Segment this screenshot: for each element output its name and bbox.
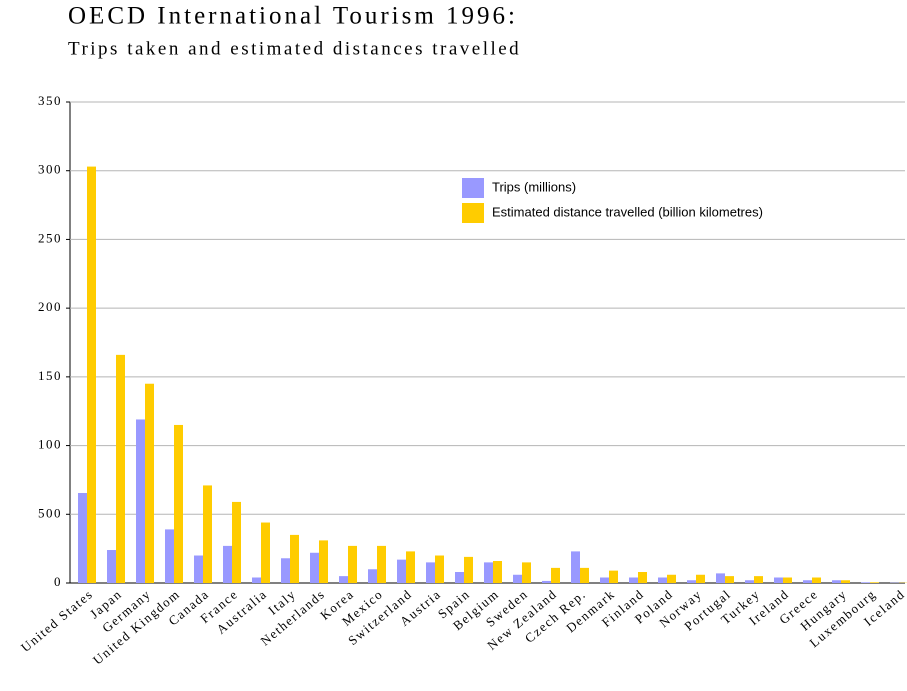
bar xyxy=(551,567,560,583)
bar xyxy=(754,576,763,583)
bar xyxy=(348,545,357,583)
chart-title: OECD International Tourism 1996: xyxy=(68,3,518,30)
bar xyxy=(580,567,589,583)
bar xyxy=(368,569,377,583)
bar xyxy=(861,582,870,583)
bar xyxy=(812,577,821,583)
bar xyxy=(484,562,493,583)
bar xyxy=(696,574,705,583)
bar xyxy=(803,580,812,583)
bar xyxy=(609,570,618,583)
bar xyxy=(513,574,522,583)
bar xyxy=(600,577,609,583)
bar xyxy=(223,545,232,583)
bar xyxy=(435,555,444,583)
bar xyxy=(841,580,850,583)
bar xyxy=(658,577,667,583)
bar xyxy=(455,572,464,583)
y-tick-label: 350 xyxy=(38,93,62,108)
bar xyxy=(281,558,290,583)
bar xyxy=(310,552,319,583)
bar xyxy=(687,580,696,583)
bar xyxy=(542,580,551,583)
y-tick-label: 500 xyxy=(38,505,62,520)
bar xyxy=(716,573,725,583)
legend-swatch xyxy=(462,203,484,223)
bar xyxy=(194,555,203,583)
y-tick-label: 150 xyxy=(38,368,62,383)
y-tick-label: 300 xyxy=(38,162,62,177)
bar xyxy=(319,540,328,583)
x-tick-label: United States xyxy=(18,586,96,655)
bar xyxy=(377,545,386,583)
bar xyxy=(783,577,792,583)
bar xyxy=(136,419,145,583)
bar xyxy=(522,562,531,583)
bar xyxy=(174,424,183,583)
bar xyxy=(87,166,96,583)
bar xyxy=(116,354,125,583)
y-tick-label: 250 xyxy=(38,230,62,245)
bar xyxy=(493,561,502,583)
bar xyxy=(629,577,638,583)
bar xyxy=(290,534,299,583)
bar xyxy=(261,522,270,583)
y-tick-label: 100 xyxy=(38,437,62,452)
y-tick-label: 0 xyxy=(54,574,62,589)
bar xyxy=(406,551,415,583)
legend-swatch xyxy=(462,178,484,198)
bar xyxy=(725,576,734,583)
bar xyxy=(667,574,676,583)
chart-subtitle: Trips taken and estimated distances trav… xyxy=(68,38,521,59)
bar xyxy=(232,501,241,583)
bar xyxy=(464,556,473,583)
y-tick-label: 200 xyxy=(38,299,62,314)
legend-label: Trips (millions) xyxy=(492,179,576,194)
bar xyxy=(252,577,261,583)
bar xyxy=(145,383,154,583)
bar xyxy=(426,562,435,583)
bar xyxy=(832,580,841,583)
bar xyxy=(397,559,406,583)
bar xyxy=(745,580,754,583)
legend-label: Estimated distance travelled (billion ki… xyxy=(492,204,763,219)
bar xyxy=(165,529,174,583)
bar xyxy=(571,551,580,583)
bar xyxy=(339,576,348,583)
bar xyxy=(203,485,212,583)
bar xyxy=(78,492,87,583)
bar xyxy=(774,577,783,583)
bar xyxy=(870,582,879,583)
bar xyxy=(107,550,116,583)
bar xyxy=(638,572,647,583)
